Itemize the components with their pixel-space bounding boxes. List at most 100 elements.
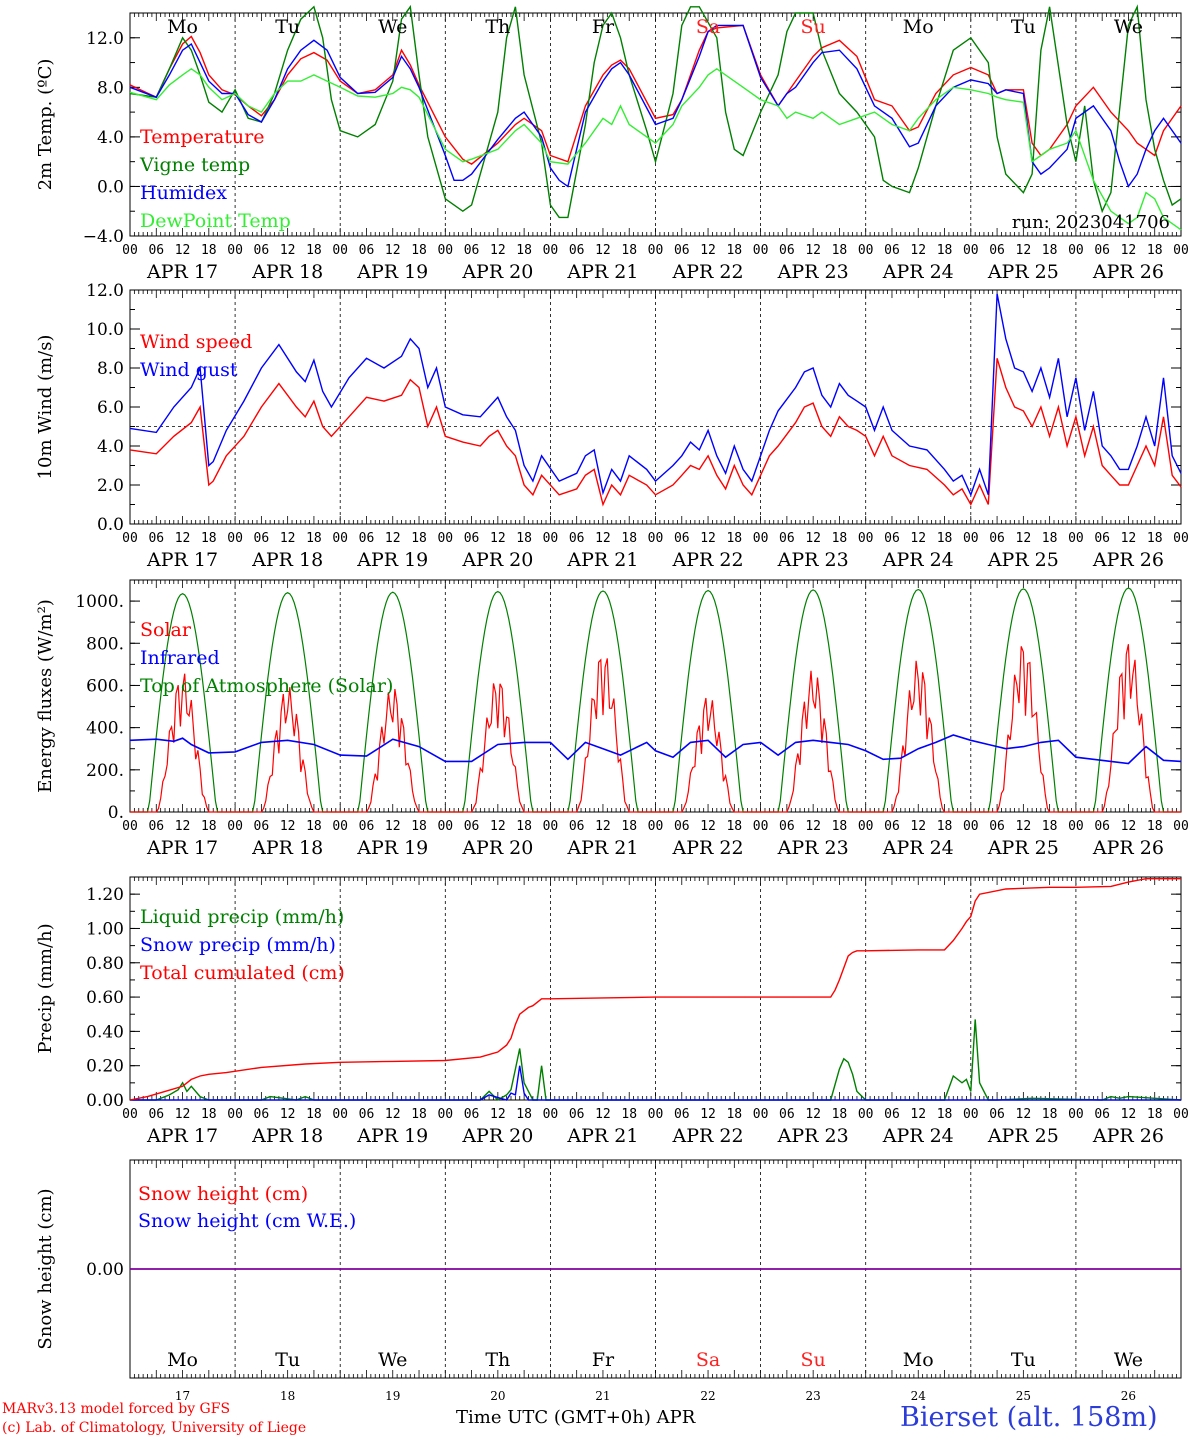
wind-hour-label: 12 <box>700 531 716 546</box>
temp-hour-label: 18 <box>516 243 532 258</box>
wind-date-label: APR 25 <box>987 549 1059 571</box>
wind-hour-label: 12 <box>595 531 611 546</box>
day-number-label: 26 <box>1121 1389 1136 1403</box>
precip-hour-label: 12 <box>910 1107 926 1122</box>
energy-hour-label: 00 <box>1173 819 1189 834</box>
temp-date-label: APR 20 <box>461 261 533 283</box>
temp-hour-label: 06 <box>1094 243 1110 258</box>
energy-date-label: APR 24 <box>882 837 954 859</box>
vigne-temp-line <box>129 4 1182 219</box>
temp-date-label: APR 18 <box>251 261 323 283</box>
weekday-label-bottom: Sa <box>696 1349 720 1371</box>
solar-line <box>130 644 1181 813</box>
precip-hour-label: 00 <box>963 1107 979 1122</box>
precip-hour-label: 00 <box>543 1107 559 1122</box>
energy-hour-label: 06 <box>254 819 270 834</box>
energy-hour-label: 12 <box>1121 819 1137 834</box>
precip-date-label: APR 25 <box>987 1125 1059 1147</box>
wind-hour-label: 00 <box>332 531 348 546</box>
temp-hour-label: 06 <box>674 243 690 258</box>
wind-date-label: APR 24 <box>882 549 954 571</box>
wind-hour-label: 00 <box>543 531 559 546</box>
precip-hour-label: 12 <box>805 1107 821 1122</box>
day-number-label: 25 <box>1016 1389 1031 1403</box>
wind-hour-label: 00 <box>963 531 979 546</box>
precip-hour-label: 00 <box>122 1107 138 1122</box>
dewpoint-temp-line <box>129 67 1182 231</box>
weekday-label-top: Tu <box>275 16 300 38</box>
temp-hour-label: 00 <box>437 243 453 258</box>
wind-hour-label: 18 <box>621 531 637 546</box>
temp-hour-label: 06 <box>884 243 900 258</box>
precip-hour-label: 12 <box>280 1107 296 1122</box>
temp-hour-label: 18 <box>726 243 742 258</box>
energy-date-label: APR 20 <box>461 837 533 859</box>
wind-hour-label: 06 <box>674 531 690 546</box>
wind-date-label: APR 19 <box>356 549 428 571</box>
wind-hour-label: 12 <box>385 531 401 546</box>
energy-hour-label: 12 <box>910 819 926 834</box>
wind-hour-label: 00 <box>122 531 138 546</box>
temp-hour-label: 00 <box>122 243 138 258</box>
energy-hour-label: 06 <box>464 819 480 834</box>
energy-date-label: APR 21 <box>566 837 638 859</box>
wind-hour-label: 18 <box>1147 531 1163 546</box>
wind-date-label: APR 17 <box>146 549 218 571</box>
wind-hour-label: 18 <box>937 531 953 546</box>
precip-hour-label: 00 <box>648 1107 664 1122</box>
snow-precip-mm-h-line <box>130 1065 1181 1101</box>
weekday-label-top: We <box>378 16 407 38</box>
temp-legend-entry: Temperature <box>140 126 264 148</box>
energy-hour-label: 18 <box>1042 819 1058 834</box>
energy-y-tick-label: 400. <box>86 719 124 739</box>
temp-hour-label: 12 <box>700 243 716 258</box>
wind-hour-label: 18 <box>1042 531 1058 546</box>
station-name: Bierset (alt. 158m) <box>900 1402 1158 1433</box>
precip-hour-label: 18 <box>1042 1107 1058 1122</box>
energy-hour-label: 00 <box>858 819 874 834</box>
energy-y-tick-label: 200. <box>86 761 124 781</box>
wind-gust-line <box>129 293 1182 497</box>
wind-y-axis-label: 10m Wind (m/s) <box>35 335 56 480</box>
total-cumulated-cm-line <box>129 878 1181 1101</box>
precip-y-axis-label: Precip (mm/h) <box>35 923 56 1053</box>
temp-hour-label: 18 <box>832 243 848 258</box>
wind-date-label: APR 26 <box>1092 549 1164 571</box>
temp-hour-label: 18 <box>1042 243 1058 258</box>
weekday-label-bottom: Fr <box>592 1349 615 1371</box>
energy-date-label: APR 19 <box>356 837 428 859</box>
temp-date-label: APR 25 <box>987 261 1059 283</box>
precip-hour-label: 12 <box>1016 1107 1032 1122</box>
weekday-label-bottom: Su <box>801 1349 826 1371</box>
precip-legend-entry: Snow precip (mm/h) <box>140 934 336 956</box>
temp-hour-label: 12 <box>910 243 926 258</box>
precip-hour-label: 00 <box>332 1107 348 1122</box>
wind-hour-label: 00 <box>437 531 453 546</box>
energy-hour-label: 06 <box>779 819 795 834</box>
energy-hour-label: 06 <box>569 819 585 834</box>
weekday-label-bottom: Tu <box>275 1349 300 1371</box>
energy-y-tick-label: 1000. <box>75 592 124 612</box>
precip-date-label: APR 18 <box>251 1125 323 1147</box>
precip-hour-label: 12 <box>595 1107 611 1122</box>
precip-hour-label: 12 <box>1121 1107 1137 1122</box>
temp-legend-entry: DewPoint Temp <box>140 210 291 232</box>
temp-legend-entry: Humidex <box>140 182 227 204</box>
wind-hour-label: 12 <box>1121 531 1137 546</box>
day-number-label: 19 <box>385 1389 400 1403</box>
energy-hour-label: 12 <box>700 819 716 834</box>
wind-hour-label: 18 <box>726 531 742 546</box>
temp-hour-label: 06 <box>989 243 1005 258</box>
precip-hour-label: 06 <box>569 1107 585 1122</box>
temp-hour-label: 12 <box>490 243 506 258</box>
temp-hour-label: 12 <box>1121 243 1137 258</box>
temp-y-tick-label: −4.0 <box>83 227 124 247</box>
precip-legend-entry: Total cumulated (cm) <box>140 962 345 984</box>
day-number-label: 18 <box>280 1389 295 1403</box>
precip-hour-label: 00 <box>1068 1107 1084 1122</box>
day-number-label: 23 <box>806 1389 821 1403</box>
energy-hour-label: 00 <box>543 819 559 834</box>
wind-y-tick-label: 6.0 <box>97 398 124 418</box>
precip-y-tick-label: 0.00 <box>86 1091 124 1111</box>
temp-hour-label: 00 <box>543 243 559 258</box>
